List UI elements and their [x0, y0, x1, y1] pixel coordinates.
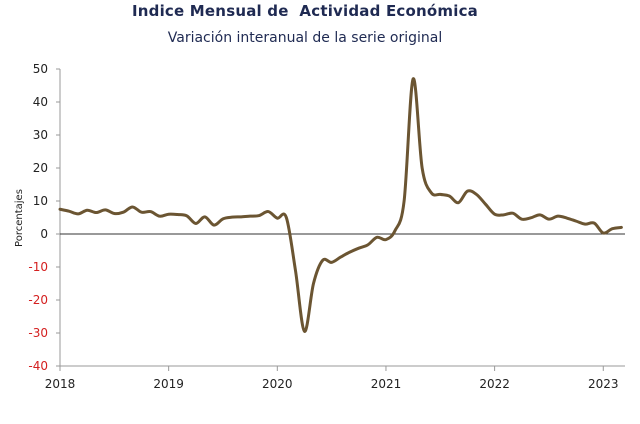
- x-tick-label: 2021: [371, 377, 402, 391]
- y-tick-label: -40: [28, 359, 48, 373]
- y-tick-label: 10: [33, 194, 48, 208]
- y-tick-label: 50: [33, 62, 48, 76]
- x-tick-label: 2019: [153, 377, 184, 391]
- y-tick-label: 0: [40, 227, 48, 241]
- y-tick-label: 40: [33, 95, 48, 109]
- y-tick-label: -20: [28, 293, 48, 307]
- series-line: [58, 77, 623, 333]
- chart-axes: [56, 68, 625, 371]
- y-tick-labels: 50 40 30 20 10 0 -10 -20 -30 -40: [28, 62, 48, 373]
- y-tick-label: -30: [28, 326, 48, 340]
- x-tick-label: 2022: [479, 377, 510, 391]
- x-tick-label: 2023: [588, 377, 619, 391]
- y-tick-label: 30: [33, 128, 48, 142]
- chart-title: Indice Mensual de Actividad Económica: [131, 2, 478, 20]
- y-tick-label: 20: [33, 161, 48, 175]
- x-tick-label: 2020: [262, 377, 293, 391]
- x-tick-label: 2018: [45, 377, 76, 391]
- series-group: [58, 77, 623, 333]
- y-tick-label: -10: [28, 260, 48, 274]
- y-axis-label: Porcentajes: [14, 189, 25, 247]
- chart-subtitle: Variación interanual de la serie origina…: [167, 30, 443, 46]
- x-tick-labels: 2018 2019 2020 2021 2022 2023: [45, 377, 619, 391]
